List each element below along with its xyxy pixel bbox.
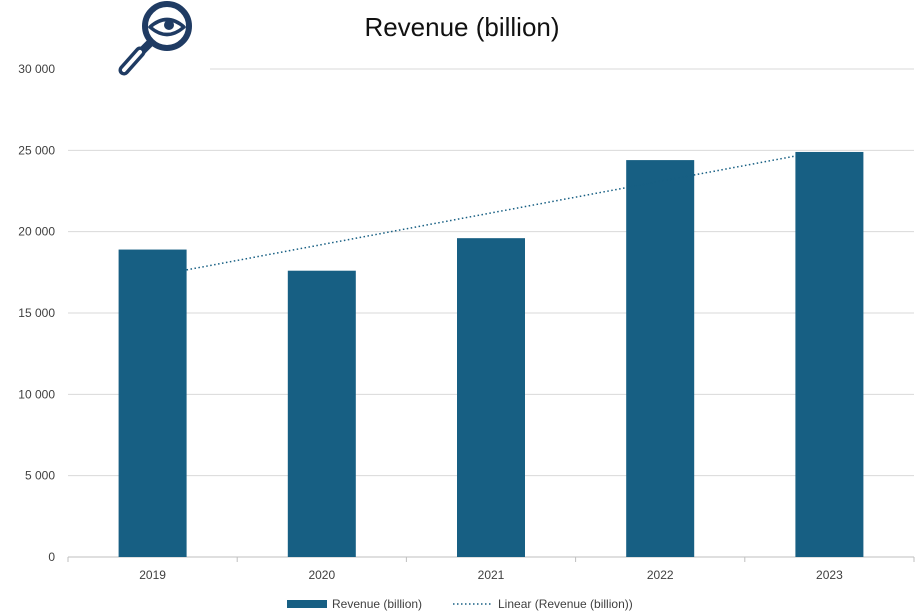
bar-2019 xyxy=(118,249,187,557)
bar-2020 xyxy=(287,270,356,557)
y-axis-ticks: 0 5 000 10 000 15 000 20 000 25 000 30 000 xyxy=(18,62,55,564)
x-tick-label: 2023 xyxy=(816,568,843,582)
y-tick-label: 0 xyxy=(48,550,55,564)
x-tick-label: 2020 xyxy=(308,568,335,582)
bar-series xyxy=(118,151,864,558)
x-tick-label: 2021 xyxy=(478,568,505,582)
x-axis-ticks: 2019 2020 2021 2022 2023 xyxy=(139,568,843,582)
bar-2022 xyxy=(626,160,695,558)
legend-label-revenue: Revenue (billion) xyxy=(332,597,422,611)
x-axis xyxy=(67,556,915,562)
y-tick-label: 5 000 xyxy=(25,469,55,483)
chart-title: Revenue (billion) xyxy=(364,12,559,42)
y-tick-label: 30 000 xyxy=(18,62,55,76)
y-tick-label: 25 000 xyxy=(18,143,55,157)
magnifier-eye-icon xyxy=(118,1,192,76)
legend-label-trend: Linear (Revenue (billion)) xyxy=(498,597,633,611)
trendline-line xyxy=(186,155,796,271)
x-tick-label: 2022 xyxy=(647,568,674,582)
trendline xyxy=(186,155,796,271)
x-tick-label: 2019 xyxy=(139,568,166,582)
y-tick-label: 10 000 xyxy=(18,387,55,401)
y-tick-label: 15 000 xyxy=(18,306,55,320)
bar-2023 xyxy=(795,151,864,557)
legend-bar-swatch xyxy=(287,600,327,608)
bar-2021 xyxy=(457,238,525,557)
y-tick-label: 20 000 xyxy=(18,225,55,239)
legend: Revenue (billion) Linear (Revenue (billi… xyxy=(287,597,633,611)
